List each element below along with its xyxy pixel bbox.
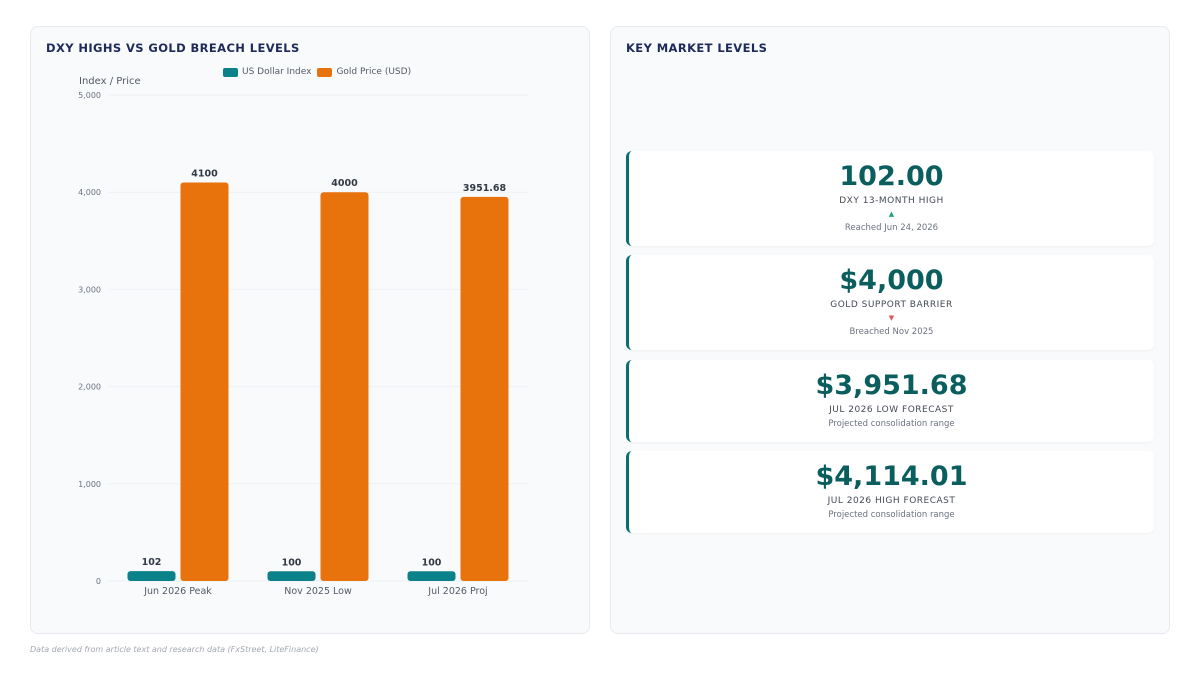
arrow-up-icon: ▲ [888, 210, 895, 218]
kpi-subtext: Projected consolidation range [828, 510, 955, 520]
y-tick-label: 4,000 [78, 188, 101, 197]
legend-label-usd-index: US Dollar Index [242, 67, 312, 77]
kpi-label: JUL 2026 HIGH FORECAST [827, 496, 956, 506]
kpi-value: $3,951.68 [815, 370, 968, 401]
data-label: 4000 [331, 178, 358, 189]
kpi-label: DXY 13-MONTH HIGH [839, 196, 944, 206]
kpi-card-dxy-high: 102.00 DXY 13-MONTH HIGH ▲ Reached Jun 2… [626, 151, 1154, 246]
chart-panel: DXY HIGHS VS GOLD BREACH LEVELS US Dolla… [30, 26, 590, 634]
arrow-down-icon: ▼ [888, 314, 895, 322]
bar [460, 196, 509, 581]
kpi-card-jul-low-forecast: $3,951.68 JUL 2026 LOW FORECAST Projecte… [626, 360, 1154, 442]
chart-x-axis: Jun 2026 Peak Nov 2025 Low Jul 2026 Proj [143, 586, 488, 597]
legend-swatch-gold-price [317, 67, 333, 77]
source-footnote: Data derived from article text and resea… [30, 645, 319, 654]
chart-y-axis: 0 1,000 2,000 3,000 4,000 5,000 [78, 91, 101, 586]
legend-item-usd-index[interactable]: US Dollar Index [223, 67, 311, 77]
bar [180, 182, 229, 582]
kpi-value: $4,114.01 [815, 461, 968, 492]
x-tick-label: Jun 2026 Peak [143, 586, 212, 597]
bar [407, 571, 456, 581]
kpi-label: JUL 2026 LOW FORECAST [829, 405, 954, 415]
y-tick-label: 5,000 [78, 91, 101, 100]
data-label: 3951.68 [463, 183, 507, 194]
kpi-label: GOLD SUPPORT BARRIER [830, 300, 953, 310]
kpi-card-jul-high-forecast: $4,114.01 JUL 2026 HIGH FORECAST Project… [626, 451, 1154, 533]
legend-swatch-usd-index [223, 67, 238, 77]
kpi-panel-title: KEY MARKET LEVELS [626, 41, 768, 55]
chart-legend: US Dollar Index Gold Price (USD) [223, 67, 411, 77]
y-tick-label: 2,000 [78, 383, 101, 392]
kpi-panel: KEY MARKET LEVELS 102.00 DXY 13-MONTH HI… [610, 26, 1170, 634]
kpi-card-gold-support: $4,000 GOLD SUPPORT BARRIER ▼ Breached N… [626, 255, 1154, 350]
kpi-value: $4,000 [839, 265, 944, 296]
legend-item-gold-price[interactable]: Gold Price (USD) [317, 67, 411, 77]
data-label: 102 [142, 557, 162, 568]
x-tick-label: Nov 2025 Low [284, 586, 352, 597]
kpi-value: 102.00 [839, 161, 944, 192]
x-tick-label: Jul 2026 Proj [427, 586, 487, 597]
data-label: 100 [282, 557, 302, 568]
y-tick-label: 0 [96, 577, 101, 586]
kpi-subtext: Breached Nov 2025 [849, 327, 934, 337]
chart-panel-title: DXY HIGHS VS GOLD BREACH LEVELS [46, 41, 300, 55]
chart-bars: 102 4100 100 4000 100 3951.68 [127, 168, 509, 582]
kpi-subtext: Reached Jun 24, 2026 [844, 223, 939, 233]
bar-chart: 0 1,000 2,000 3,000 4,000 5,000 102 4100 100 400… [78, 76, 528, 597]
chart-y-axis-label: Index / Price [79, 76, 141, 87]
bar [127, 571, 176, 581]
data-label: 100 [422, 557, 442, 568]
bar [320, 192, 369, 581]
legend-label-gold-price: Gold Price (USD) [336, 67, 412, 77]
y-tick-label: 3,000 [78, 285, 101, 294]
kpi-subtext: Projected consolidation range [828, 419, 955, 429]
bar [267, 571, 316, 581]
data-label: 4100 [191, 168, 218, 179]
chart-gridlines [108, 94, 528, 582]
y-tick-label: 1,000 [78, 480, 101, 489]
